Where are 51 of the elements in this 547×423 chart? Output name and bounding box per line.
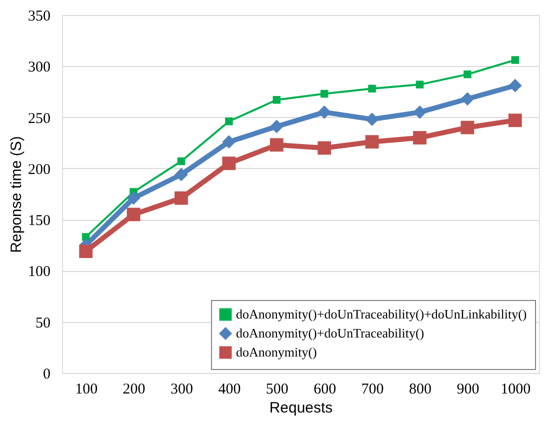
y-tick-label: 50 [36,315,50,332]
point [365,135,379,149]
legend-label: doAnonymity()+doUnTraceability()+doUnLinkability() [236,306,527,322]
x-tick-label: 200 [122,382,146,398]
point [177,157,186,166]
point [508,78,522,92]
point [222,156,236,170]
x-tick-label: 700 [361,382,384,398]
point [413,105,426,119]
y-tick-label: 300 [28,60,50,76]
point [320,90,328,98]
point [318,105,332,119]
point [225,118,233,126]
x-tick-label: 800 [409,382,432,398]
legend-label: doAnonymity() [236,344,317,360]
x-tick-label: 1000 [500,382,531,398]
point [318,141,332,155]
legend-label: doAnonymity()+doUnTraceability() [236,326,424,340]
point [508,114,522,128]
x-tick-label: 400 [218,382,241,398]
x-tick-label: 300 [170,382,193,398]
point [460,120,474,134]
point [174,191,188,205]
point [82,233,90,241]
point [126,191,140,205]
point [272,96,281,104]
y-tick-label: 100 [28,264,50,280]
y-tick-label: 150 [28,213,50,230]
point [460,92,474,106]
point [126,208,140,222]
point [413,131,426,144]
point [368,84,376,93]
x-tick-label: 100 [75,382,98,398]
point [79,244,93,258]
y-tick-label: 200 [28,162,50,178]
x-axis-title: Requests [269,400,333,416]
point [222,135,236,149]
y-tick-label: 0 [43,366,50,382]
point [270,120,284,134]
y-tick-label: 350 [28,8,50,24]
point [174,168,188,182]
x-tick-label: 500 [266,382,288,398]
point [464,70,472,78]
point [365,112,379,126]
x-tick-label: 600 [314,382,336,398]
point [511,56,520,64]
point [416,80,424,88]
x-tick-label: 900 [456,382,480,398]
point [270,138,284,152]
y-tick-label: 250 [28,110,50,127]
y-axis-title: Reponse time (S) [8,136,25,253]
